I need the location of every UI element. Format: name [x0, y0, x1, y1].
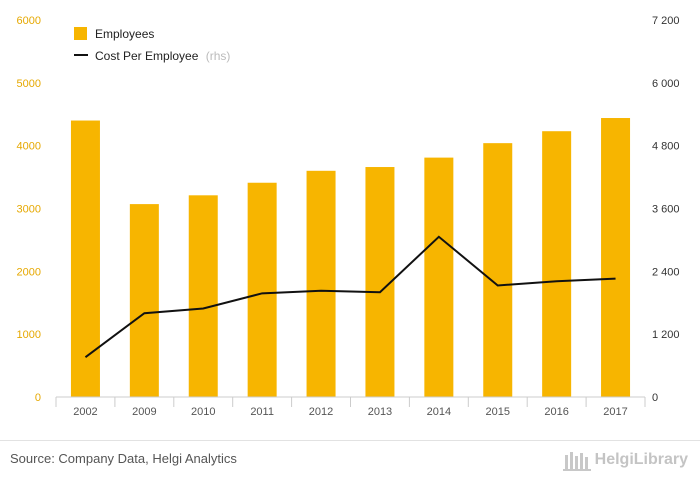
- bar-2016[interactable]: [542, 131, 572, 397]
- right-axis: 0 1 200 2 400 3 600 4 800 6 000 7 200: [652, 15, 680, 404]
- left-tick-label: 0: [35, 392, 41, 404]
- left-tick-label: 2000: [17, 266, 41, 278]
- x-tick-label: 2010: [191, 406, 215, 418]
- bar-2017[interactable]: [601, 118, 631, 398]
- left-tick-label: 3000: [17, 204, 41, 216]
- library-icon: [562, 452, 591, 471]
- right-tick-label: 4 800: [652, 141, 680, 153]
- left-tick-label: 5000: [17, 78, 41, 90]
- bar-2011[interactable]: [247, 182, 277, 397]
- legend-employees-label: Employees: [95, 27, 154, 41]
- right-tick-label: 3 600: [652, 204, 680, 216]
- bar-2010[interactable]: [188, 195, 218, 397]
- legend-cost-suffix: (rhs): [206, 49, 231, 63]
- x-tick-label: 2012: [309, 406, 333, 418]
- bar-2002[interactable]: [70, 120, 100, 398]
- legend[interactable]: Employees Cost Per Employee (rhs): [74, 27, 230, 63]
- left-tick-label: 4000: [17, 141, 41, 153]
- right-tick-label: 0: [652, 392, 658, 404]
- bar-2012[interactable]: [306, 170, 336, 397]
- bars-group: [70, 118, 631, 398]
- cost-per-employee-line[interactable]: [84, 235, 616, 359]
- x-axis: 2002 2009 2010 2011 2012 2013 2014 2015 2016 2017: [55, 397, 646, 418]
- left-axis: 0 1000 2000 3000 4000 5000 6000: [17, 15, 41, 404]
- right-tick-label: 7 200: [652, 15, 680, 27]
- bar-2009[interactable]: [129, 204, 159, 397]
- x-tick-label: 2015: [486, 406, 510, 418]
- bar-2015[interactable]: [483, 143, 513, 397]
- right-tick-label: 6 000: [652, 78, 680, 90]
- brand-logo[interactable]: HelgiLibrary: [562, 449, 688, 471]
- source-text: Source: Company Data, Helgi Analytics: [10, 451, 237, 466]
- x-tick-label: 2011: [250, 406, 274, 418]
- right-tick-label: 2 400: [652, 266, 680, 278]
- x-tick-label: 2009: [132, 406, 156, 418]
- left-tick-label: 6000: [17, 15, 41, 27]
- x-tick-label: 2016: [544, 406, 568, 418]
- legend-employees-swatch: [74, 27, 87, 40]
- brand-name: HelgiLibrary: [594, 451, 688, 468]
- x-tick-label: 2013: [368, 406, 392, 418]
- x-tick-label: 2014: [427, 406, 451, 418]
- legend-cost-name: Cost Per Employee: [95, 49, 199, 63]
- legend-cost-label: Cost Per Employee (rhs): [95, 49, 230, 63]
- footer: Source: Company Data, Helgi Analytics He…: [0, 440, 700, 484]
- bar-2014[interactable]: [424, 157, 454, 397]
- line-group: [84, 235, 616, 359]
- chart: 0 1000 2000 3000 4000 5000 6000 0 1 200 2 400 3 6…: [17, 15, 680, 418]
- right-tick-label: 1 200: [652, 329, 680, 341]
- x-tick-label: 2002: [73, 406, 97, 418]
- x-tick-label: 2017: [603, 406, 627, 418]
- left-tick-label: 1000: [17, 329, 41, 341]
